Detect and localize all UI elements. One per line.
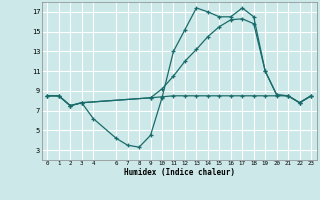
- X-axis label: Humidex (Indice chaleur): Humidex (Indice chaleur): [124, 168, 235, 177]
